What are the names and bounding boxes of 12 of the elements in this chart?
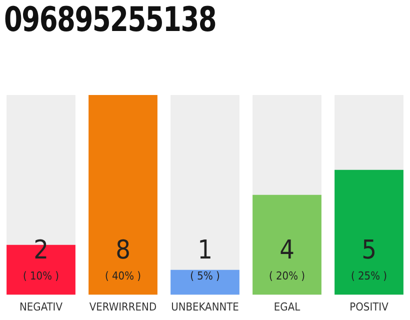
data-label: 1 ( 5% ) [190,236,220,283]
chart-title: 096895255138 [4,0,216,40]
x-tick-label: VERWIRREND [89,300,157,314]
data-label: 4 ( 20% ) [268,236,306,283]
x-tick-label: NEGATIV [20,300,63,314]
x-tick-label: UNBEKANNTE [171,300,239,314]
data-label: 5 ( 25% ) [350,236,388,283]
x-tick-label: POSITIV [350,300,389,314]
data-label: 8 ( 40% ) [104,236,142,283]
bar [170,270,240,295]
x-tick-label: EGAL [274,300,301,314]
data-label: 2 ( 10% ) [22,236,60,283]
